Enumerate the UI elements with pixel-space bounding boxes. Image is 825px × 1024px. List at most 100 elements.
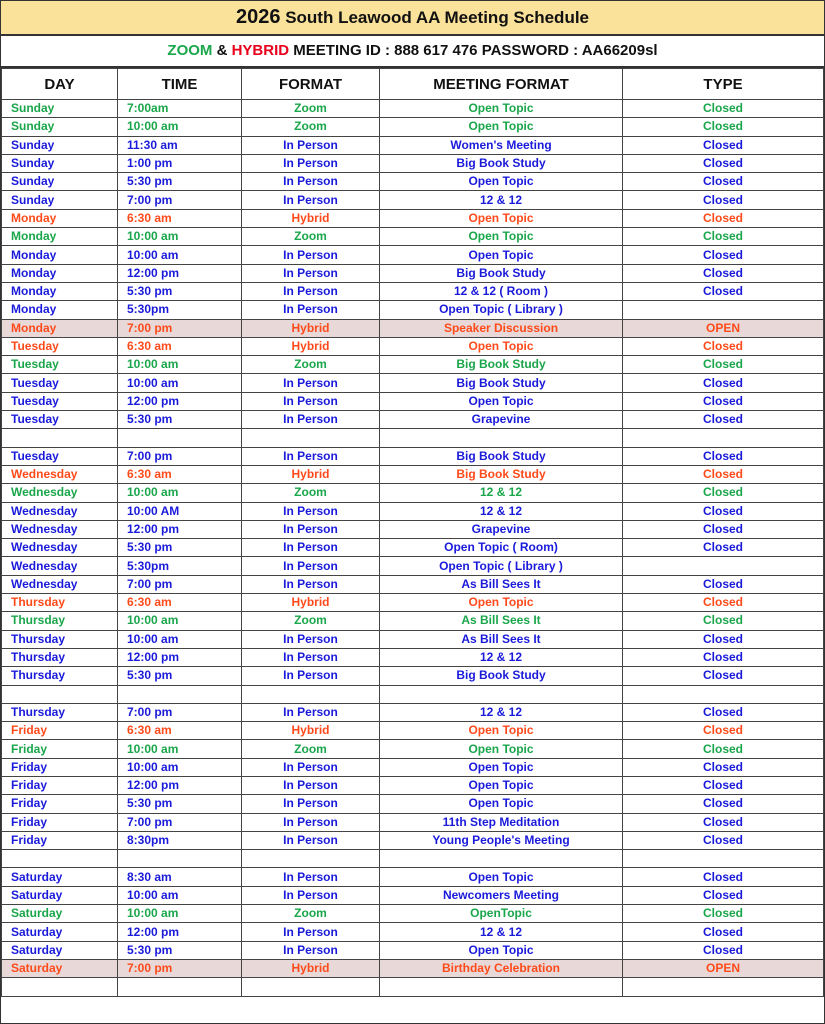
cell-format: In Person [241, 135, 380, 155]
page-title: 2026 South Leawood AA Meeting Schedule [1, 1, 824, 36]
cell-day: Monday [1, 245, 118, 265]
cell-time: 6:30 am [117, 208, 242, 229]
table-row: Monday 5:30 pm In Person 12 & 12 ( Room ) Cl… [1, 281, 824, 302]
cell-type: Closed [622, 153, 824, 174]
cell-type: Closed [622, 98, 824, 119]
cell-format: Hybrid [241, 721, 380, 741]
table-row: Wednesday 5:30pm In Person Open Topic ( Lib… [1, 556, 824, 576]
cell-time: 7:00 pm [117, 574, 242, 595]
cell-time: 10:00 am [117, 355, 242, 375]
cell-type: Closed [622, 922, 824, 942]
header-row: DAY TIME FORMAT MEETING FORMAT TYPE [1, 68, 824, 100]
table-row: Tuesday 6:30 am Hybrid Open Topic Closed [1, 336, 824, 357]
cell-meeting-format: 12 & 12 [379, 922, 623, 942]
cell-time: 5:30 pm [117, 281, 242, 302]
cell-format: Hybrid [241, 336, 380, 357]
cell-meeting-format: Open Topic [379, 794, 623, 814]
cell-meeting-format: Open Topic [379, 757, 623, 777]
cell-format: In Person [241, 153, 380, 174]
cell-time: 10:00 am [117, 117, 242, 137]
cell-day: Friday [1, 775, 118, 796]
cell-day: Friday [1, 830, 118, 851]
cell-format: In Person [241, 519, 380, 540]
cell-meeting-format [379, 428, 623, 448]
cell-type: Closed [622, 190, 824, 210]
cell-type: Closed [622, 593, 824, 613]
table-row: Wednesday 10:00 AM In Person 12 & 12 Closed [1, 501, 824, 521]
cell-type [622, 428, 824, 448]
cell-type: Closed [622, 812, 824, 832]
cell-type: Closed [622, 410, 824, 430]
cell-meeting-format: 11th Step Meditation [379, 812, 623, 832]
cell-format: Hybrid [241, 593, 380, 613]
cell-format: Zoom [241, 611, 380, 631]
cell-day: Friday [1, 812, 118, 832]
cell-type: Closed [622, 464, 824, 485]
cell-time: 12:00 pm [117, 391, 242, 412]
cell-type: Closed [622, 135, 824, 155]
cell-format: In Person [241, 867, 380, 887]
table-row [1, 428, 824, 448]
cell-time: 5:30pm [117, 556, 242, 576]
amp-label: & [212, 42, 232, 59]
cell-time: 7:00 pm [117, 958, 242, 979]
table-row: Monday 7:00 pm Hybrid Speaker Discussion OPE… [1, 318, 824, 338]
table-row: Friday 10:00 am Zoom Open Topic Closed [1, 739, 824, 759]
table-row: Saturday 10:00 am In Person Newcomers Meeti… [1, 885, 824, 906]
table-row: Tuesday 10:00 am Zoom Big Book Study Closed [1, 355, 824, 375]
cell-type: Closed [622, 172, 824, 192]
cell-day [1, 977, 118, 997]
cell-day: Thursday [1, 666, 118, 686]
col-day: DAY [1, 68, 118, 100]
cell-time: 6:30 am [117, 336, 242, 357]
cell-time: 7:00 pm [117, 318, 242, 338]
cell-time: 7:00am [117, 98, 242, 119]
cell-day: Monday [1, 318, 118, 338]
cell-time: 10:00 am [117, 611, 242, 631]
cell-format: In Person [241, 300, 380, 320]
cell-type: Closed [622, 355, 824, 375]
cell-day: Sunday [1, 117, 118, 137]
cell-format: In Person [241, 702, 380, 723]
cell-type: Closed [622, 666, 824, 686]
cell-time: 11:30 am [117, 135, 242, 155]
cell-meeting-format: 12 & 12 [379, 702, 623, 723]
cell-format [241, 977, 380, 997]
title-text: South Leawood AA Meeting Schedule [280, 8, 590, 27]
table-row: Monday 10:00 am In Person Open Topic Closed [1, 245, 824, 265]
table-row: Tuesday 10:00 am In Person Big Book Study Cl… [1, 373, 824, 393]
cell-type: Closed [622, 574, 824, 595]
table-row: Friday 7:00 pm In Person 11th Step Meditati… [1, 812, 824, 832]
cell-time: 8:30pm [117, 830, 242, 851]
table-row: Sunday 7:00am Zoom Open Topic Closed [1, 98, 824, 119]
cell-type: Closed [622, 647, 824, 668]
cell-format [241, 684, 380, 704]
cell-type: Closed [622, 373, 824, 393]
cell-day: Tuesday [1, 391, 118, 412]
cell-format [241, 428, 380, 448]
cell-type: Closed [622, 208, 824, 229]
cell-format: In Person [241, 446, 380, 466]
table-row: Monday 6:30 am Hybrid Open Topic Closed [1, 208, 824, 229]
table-row: Wednesday 6:30 am Hybrid Big Book Study Clos… [1, 464, 824, 485]
cell-format: In Person [241, 922, 380, 942]
cell-day: Tuesday [1, 410, 118, 430]
zoom-label: ZOOM [167, 42, 213, 59]
table-row: Wednesday 7:00 pm In Person As Bill Sees It… [1, 574, 824, 595]
cell-day: Sunday [1, 135, 118, 155]
col-time: TIME [117, 68, 242, 100]
cell-day: Wednesday [1, 464, 118, 485]
table-row [1, 849, 824, 869]
cell-meeting-format: Open Topic [379, 98, 623, 119]
cell-format: Hybrid [241, 208, 380, 229]
cell-meeting-format [379, 849, 623, 869]
table-row: Thursday 6:30 am Hybrid Open Topic Closed [1, 593, 824, 613]
cell-meeting-format: Open Topic [379, 245, 623, 265]
cell-time: 10:00 am [117, 629, 242, 649]
cell-type: Closed [622, 611, 824, 631]
cell-format: In Person [241, 885, 380, 906]
cell-meeting-format: Big Book Study [379, 153, 623, 174]
cell-type: Closed [622, 263, 824, 283]
cell-type: Closed [622, 794, 824, 814]
cell-format: Zoom [241, 904, 380, 924]
